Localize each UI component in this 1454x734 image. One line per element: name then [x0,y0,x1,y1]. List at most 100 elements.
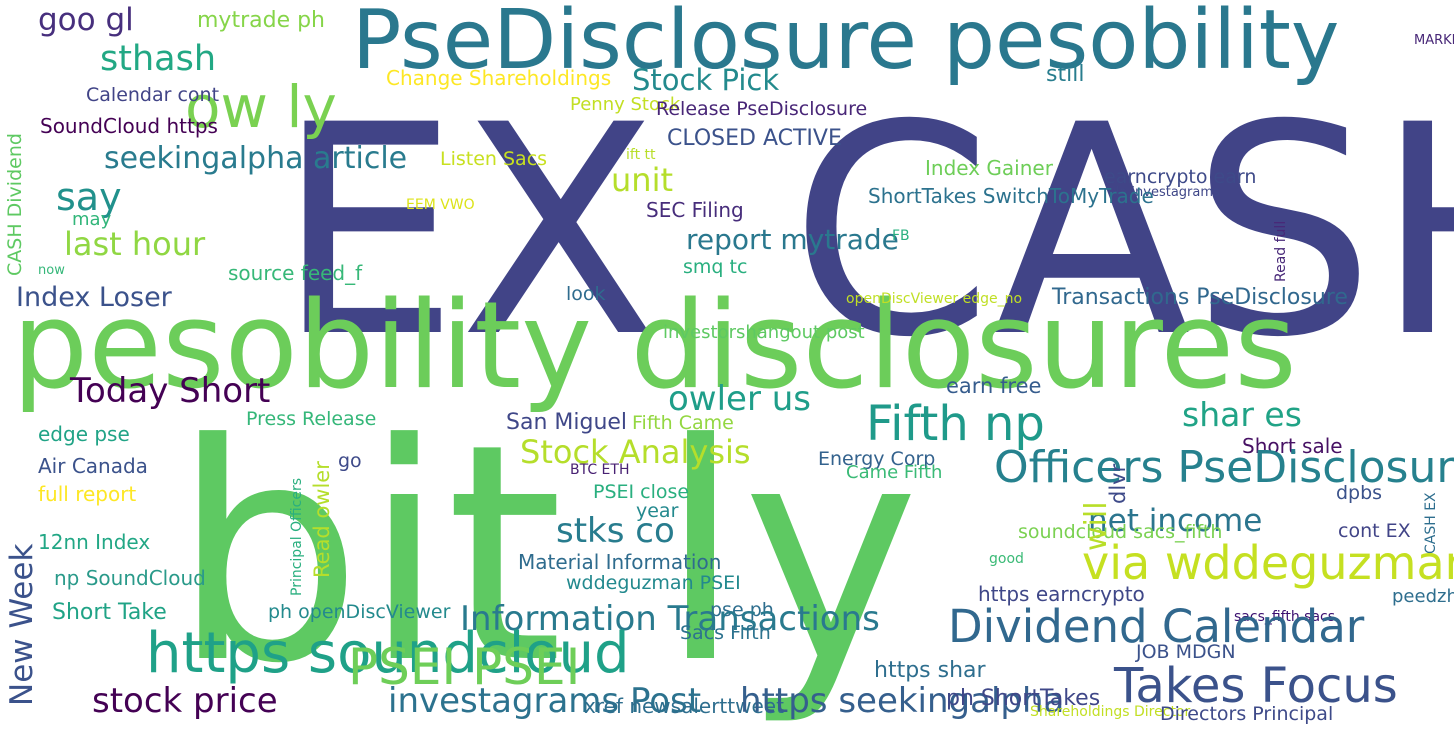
word-https-shar: xref newsalerttweet [584,694,784,718]
word-cont-ex: good [989,551,1024,567]
word-owler-us: San Miguel [506,410,628,435]
word-penny-stock: unit [611,161,673,199]
word-opendiscviewer-edge-no: Today Short [70,371,271,411]
word-ift-tt: Index Gainer [925,156,1053,180]
word-psedisclosure-pesobility: PseDisclosure pesobility [352,0,1340,88]
word-earn-free: Press Release [246,408,377,430]
word-investorshangout-post: now [38,263,65,278]
word-pesobility-disclosures: pesobility disclosures [12,277,1297,416]
word-fifth-came: Stock Analysis [520,433,751,471]
word-now: Penny Stock [570,94,681,115]
word-shorttakes-switchtomytrade: Transactions PseDisclosure [1052,285,1348,310]
word-new-week: Listen Sacs [440,148,548,170]
word-energy-corp: full report [38,482,137,506]
word-air-canada: PSEI close [593,481,690,503]
word-came-fifth: year [636,500,679,522]
word-https-earncrypto: pse ph [710,599,774,621]
word-full-report: stks co [556,511,675,551]
word-net-income: via wddeguzman [1082,536,1454,590]
word-np-soundcloud: Short Take [52,600,167,625]
word-via-investagrams: openDiscViewer edge_no [846,291,1023,307]
word-sacs-fifth-sacs: Sacs Fifth [680,622,771,644]
word-sthash: goo gl [38,2,134,38]
word-takes-focus: https seekingalpha [740,681,1065,721]
word-shareholdings-director: Read full [1273,220,1289,282]
word-short-take: Information Transactions [460,599,880,639]
word-stock-pick: say [56,175,122,219]
word-read-full: owler us [668,379,812,419]
word-release-psedisclosure: may [72,209,112,230]
word-bitly: bit ly [172,380,920,729]
word-calendar-cont: Stock Pick [632,63,780,97]
word-pse-ph: https soundcloud [146,621,630,686]
word-market-closed: smq tc [683,256,748,278]
word-closed-active: EEM VWO [406,197,475,213]
word-sec-filing: ShortTakes SwitchToMyTrade [868,184,1154,208]
word-https-soundcloud: https shar [874,658,986,683]
word-shar-es: Fifth Came [632,412,734,434]
word-mytrade-ph: sthash [100,39,217,79]
word-stock-analysis: Energy Corp [818,448,936,470]
word-press-release: Short sale [1242,434,1343,458]
word-eem-vwo: via investagrams [1108,185,1220,200]
word-transactions-psedisclosure: earn free [946,374,1042,398]
word-listen-sacs: SEC Filing [646,198,744,222]
word-today-short: shar es [1182,395,1302,434]
word-year: cont EX [1338,520,1411,542]
word-soundcloud-sacs-fifth: Material Information [518,550,722,574]
word-dlvr: dlvr [1106,463,1130,504]
word-sacs-fifth: Takes Focus [1114,658,1398,714]
word-may: Calendar cont [86,84,220,106]
word-wddeguzman-psei: ph openDiscViewer [268,601,451,623]
word-still: source feed_f [228,261,363,285]
word-seekingalpha-article: still [1046,62,1085,87]
word-via-wddeguzman: wddeguzman PSEI [566,572,741,594]
word-short-sale: go [338,450,362,472]
word-https-seekingalpha: CASH Dividend [4,133,26,276]
word-job-mdgn: stock price [92,681,278,721]
word-unit: earncrypto earn [1104,166,1257,188]
word-read-owler: Read owler [310,461,334,578]
word-btc-eth: dpbs [1336,482,1383,504]
word-officers-psedisclosure: BTC ETH [570,462,630,478]
word-soundcloud-https: Change Shareholdings [386,66,612,90]
word-cash-dividend: seekingalpha article [104,141,408,176]
word-goo-gl: ow ly [185,73,337,141]
word-xref-newsalerttweet: Directors Principal [1160,703,1334,725]
word-index-loser: CLOSED ACTIVE [667,126,842,151]
word-cash-ex: Fifth np [866,396,1045,452]
word-index-gainer: Index Loser [16,282,172,313]
word-look: FB [892,228,910,244]
word-ph-opendiscviewer: Dividend Calendar [948,600,1365,653]
word-go: Came Fifth [846,462,943,483]
word-principal-officers: Principal Officers [289,477,305,596]
word-earncrypto-earn: look [566,283,606,305]
word-investagrams-post: Shareholdings Director [1030,704,1191,720]
word-edge-pse: Officers PseDisclosure [994,442,1454,493]
word-peedzhay-blogspot: sacs_fifth sacs [1234,609,1336,625]
word-last-hour: SoundCloud https [40,114,218,138]
word-psei-close: net income [1088,503,1263,539]
word-stock-price: ph ShortTakes [946,686,1101,711]
word-report-mytrade: last hour [64,225,206,263]
word-ex: EX [276,64,658,401]
word-source-feed-f: Release PseDisclosure [656,98,868,120]
word-good: peedzhay blogspot [1392,586,1454,607]
word-material-information: https earncrypto [978,582,1145,606]
word-say: MARKET CLOSED [1414,33,1454,48]
word-12nn-index: np SoundCloud [54,566,206,590]
word-dpbs: soundcloud sacs_fifth [1018,521,1223,543]
word-cash: CASH [790,64,1454,401]
word-san-miguel: Air Canada [38,454,148,478]
word-ph-shorttakes: New Week [4,543,40,706]
word-stks-co: 12nn Index [38,530,151,554]
word-psei-psei: investagrams Post [388,681,702,721]
word-dividend-calendar: PSEI PSEI [348,638,581,696]
word-change-shareholdings: ift tt [626,147,656,163]
word-information-transactions: JOB MDGN [1136,641,1236,663]
word-will: will [1079,501,1114,551]
word-smq-tc: report mytrade [686,223,899,256]
word-fifth-np: edge pse [38,422,130,446]
word-ow-ly: mytrade ph [197,8,326,33]
